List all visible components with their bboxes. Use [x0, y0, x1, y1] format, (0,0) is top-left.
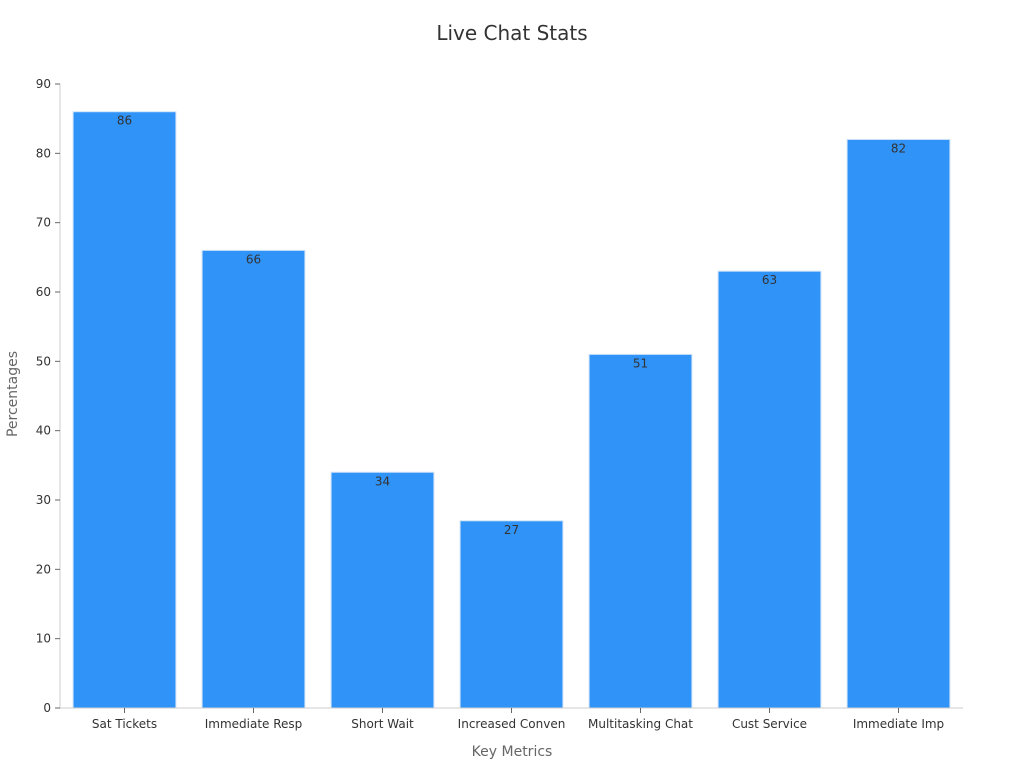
y-tick-label: 70 [36, 216, 51, 230]
y-tick-label: 50 [36, 354, 51, 368]
y-tick-label: 10 [36, 632, 51, 646]
chart-title: Live Chat Stats [436, 21, 587, 45]
bar-value-label: 82 [891, 141, 906, 155]
y-tick-label: 30 [36, 493, 51, 507]
y-tick-label: 80 [36, 146, 51, 160]
bar-value-label: 34 [375, 474, 390, 488]
bar [330, 471, 435, 709]
x-tick-label: Cust Service [732, 717, 807, 731]
x-axis: Sat Tickets Immediate Resp Short Wait Incre… [60, 707, 963, 731]
x-tick-label: Short Wait [351, 717, 414, 731]
bars-group: 86 66 34 27 51 63 82 [72, 111, 951, 709]
bar-value-label: 66 [246, 252, 261, 266]
x-tick-label: Immediate Imp [853, 717, 944, 731]
bar-value-label: 86 [117, 114, 132, 128]
y-tick-label: 40 [36, 424, 51, 438]
x-tick-label: Multitasking Chat [588, 717, 693, 731]
y-tick-label: 0 [43, 701, 51, 715]
bar [72, 111, 177, 709]
bar-value-label: 27 [504, 523, 519, 537]
y-axis: 0 10 20 30 40 50 60 70 80 90 [36, 77, 61, 715]
bar [846, 138, 951, 709]
x-axis-label: Key Metrics [472, 744, 553, 760]
bar [717, 270, 822, 709]
bar [459, 520, 564, 709]
bar [588, 353, 693, 709]
bar-value-label: 63 [762, 273, 777, 287]
y-tick-label: 20 [36, 562, 51, 576]
bar-value-label: 51 [633, 356, 648, 370]
x-tick-label: Increased Conven [458, 717, 566, 731]
bar [201, 249, 306, 709]
x-tick-label: Immediate Resp [205, 717, 303, 731]
x-tick-label: Sat Tickets [92, 717, 157, 731]
y-axis-label: Percentages [5, 351, 21, 437]
y-tick-label: 60 [36, 285, 51, 299]
y-tick-label: 90 [36, 77, 51, 91]
